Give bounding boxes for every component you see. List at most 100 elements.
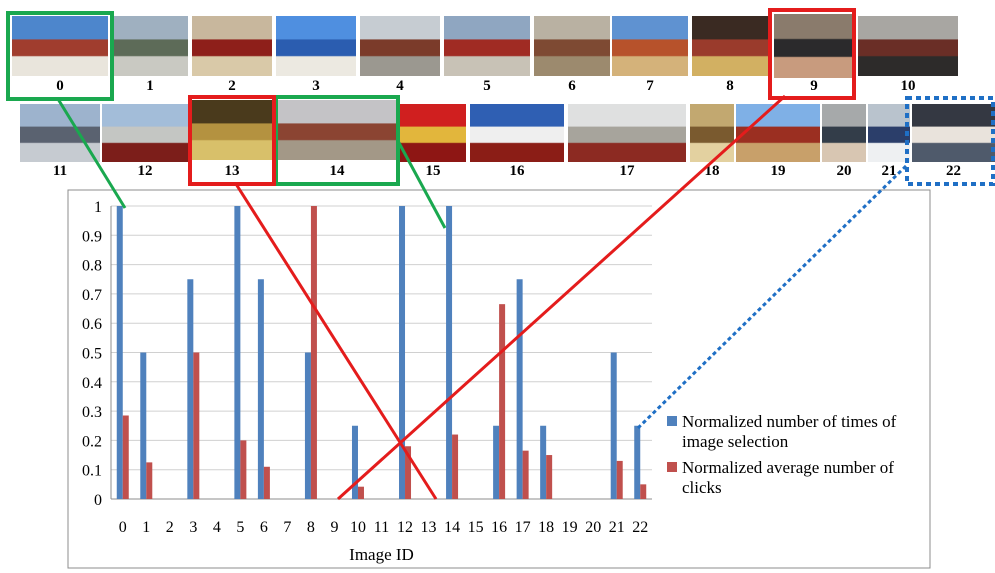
thumbnail-label: 2: [228, 78, 236, 94]
legend-swatch: [667, 416, 677, 426]
bar-clicks: [310, 206, 317, 499]
thumbnail-label: 17: [619, 163, 635, 179]
thumbnail-label: 14: [329, 163, 345, 179]
bar-clicks: [499, 304, 506, 499]
bar-selection: [634, 425, 641, 499]
x-tick-label: 19: [562, 519, 578, 536]
bar-selection: [493, 425, 500, 499]
x-tick-label: 21: [609, 519, 625, 536]
bar-clicks: [122, 415, 129, 499]
y-tick-label: 0.5: [82, 346, 102, 363]
x-tick-label: 10: [350, 519, 366, 536]
x-tick-label: 14: [444, 519, 460, 536]
thumbnail-label: 11: [52, 163, 68, 179]
thumbnail-image: [192, 100, 272, 160]
thumbnail-label: 6: [568, 78, 576, 94]
thumbnail-image: [360, 16, 440, 76]
thumbnail-image: [612, 16, 688, 76]
thumbnail-label: 20: [836, 163, 852, 179]
highlight-box-0: [6, 11, 114, 101]
x-tick-label: 8: [307, 519, 315, 536]
bar-selection: [610, 352, 617, 499]
x-tick-label: 12: [397, 519, 413, 536]
thumbnail-image: [12, 16, 108, 76]
bar-selection: [446, 206, 453, 499]
legend-label: Normalized number of times of image selec…: [682, 412, 897, 451]
thumbnail-label: 12: [137, 163, 153, 179]
thumbnail-image: [736, 104, 820, 162]
y-tick-label: 0.9: [82, 228, 102, 245]
thumbnail-label: 10: [900, 78, 916, 94]
bar-selection: [116, 206, 123, 499]
highlight-box-13: [188, 95, 276, 186]
thumbnail-image: [858, 16, 958, 76]
legend-label: Normalized average number of clicks: [682, 458, 894, 497]
bar-clicks: [640, 484, 647, 499]
bar-selection: [234, 206, 241, 499]
y-tick-label: 0.3: [82, 404, 102, 421]
thumbnail-label: 19: [770, 163, 786, 179]
thumbnail-label: 13: [224, 163, 240, 179]
y-tick-label: 0.1: [82, 463, 102, 480]
bar-selection: [540, 425, 547, 499]
x-tick-label: 9: [330, 519, 338, 536]
thumbnail-image: [278, 100, 396, 160]
thumbnail-image: [690, 104, 734, 162]
bar-clicks: [146, 462, 153, 499]
bar-selection: [516, 279, 523, 499]
x-tick-label: 17: [515, 519, 531, 536]
bar-selection: [304, 352, 311, 499]
x-tick-label: 7: [283, 519, 291, 536]
thumbnail-image: [400, 104, 466, 162]
x-tick-label: 1: [142, 519, 150, 536]
x-tick-label: 18: [538, 519, 554, 536]
bar-clicks: [263, 466, 270, 499]
bar-selection: [399, 206, 406, 499]
bar-clicks: [405, 446, 412, 499]
connector-line: [396, 140, 447, 229]
x-tick-label: 16: [491, 519, 507, 536]
thumbnail-label: 21: [881, 163, 897, 179]
connector-line: [56, 98, 127, 209]
x-tick-label: 13: [421, 519, 437, 536]
y-tick-label: 0.2: [82, 433, 102, 450]
bar-clicks: [357, 486, 364, 499]
thumbnail-label: 22: [946, 163, 961, 179]
y-tick-label: 0.8: [82, 258, 102, 275]
thumbnail-image: [192, 16, 272, 76]
y-tick-label: 0.7: [82, 287, 102, 304]
y-tick-label: 0.6: [82, 316, 102, 333]
x-tick-label: 15: [468, 519, 484, 536]
thumbnail-label: 5: [483, 78, 491, 94]
legend-swatch: [667, 462, 677, 472]
connector-line: [336, 94, 787, 501]
thumbnail-label: 4: [396, 78, 404, 94]
thumbnail-image: [912, 104, 995, 162]
x-tick-label: 20: [585, 519, 601, 536]
thumbnail-label: 16: [509, 163, 525, 179]
chart-frame: [67, 189, 931, 569]
bar-clicks: [452, 434, 459, 499]
image-gallery: 0 1 2 3 4 5 6 7 8 9 10 11 12 13 14 15 16 17 18 19 20 21 22: [0, 0, 995, 190]
bar-clicks: [240, 440, 247, 499]
thumbnail-label: 3: [312, 78, 320, 94]
thumbnail-image: [276, 16, 356, 76]
thumbnail-label: 8: [726, 78, 734, 94]
connector-line: [234, 183, 438, 500]
x-axis-title: Image ID: [349, 545, 414, 564]
x-tick-label: 4: [213, 519, 221, 536]
thumbnail-image: [868, 104, 910, 162]
bar-clicks: [193, 352, 200, 499]
bar-clicks: [616, 460, 623, 499]
thumbnail-image: [470, 104, 564, 162]
thumbnail-image: [692, 16, 768, 76]
bar-clicks: [522, 450, 529, 499]
x-tick-label: 6: [260, 519, 268, 536]
y-tick-label: 0.4: [82, 375, 102, 392]
bar-selection: [187, 279, 194, 499]
thumbnail-label: 15: [425, 163, 441, 179]
x-tick-label: 3: [189, 519, 197, 536]
thumbnail-image: [112, 16, 188, 76]
thumbnail-label: 9: [810, 78, 818, 94]
thumbnail-image: [774, 14, 854, 78]
